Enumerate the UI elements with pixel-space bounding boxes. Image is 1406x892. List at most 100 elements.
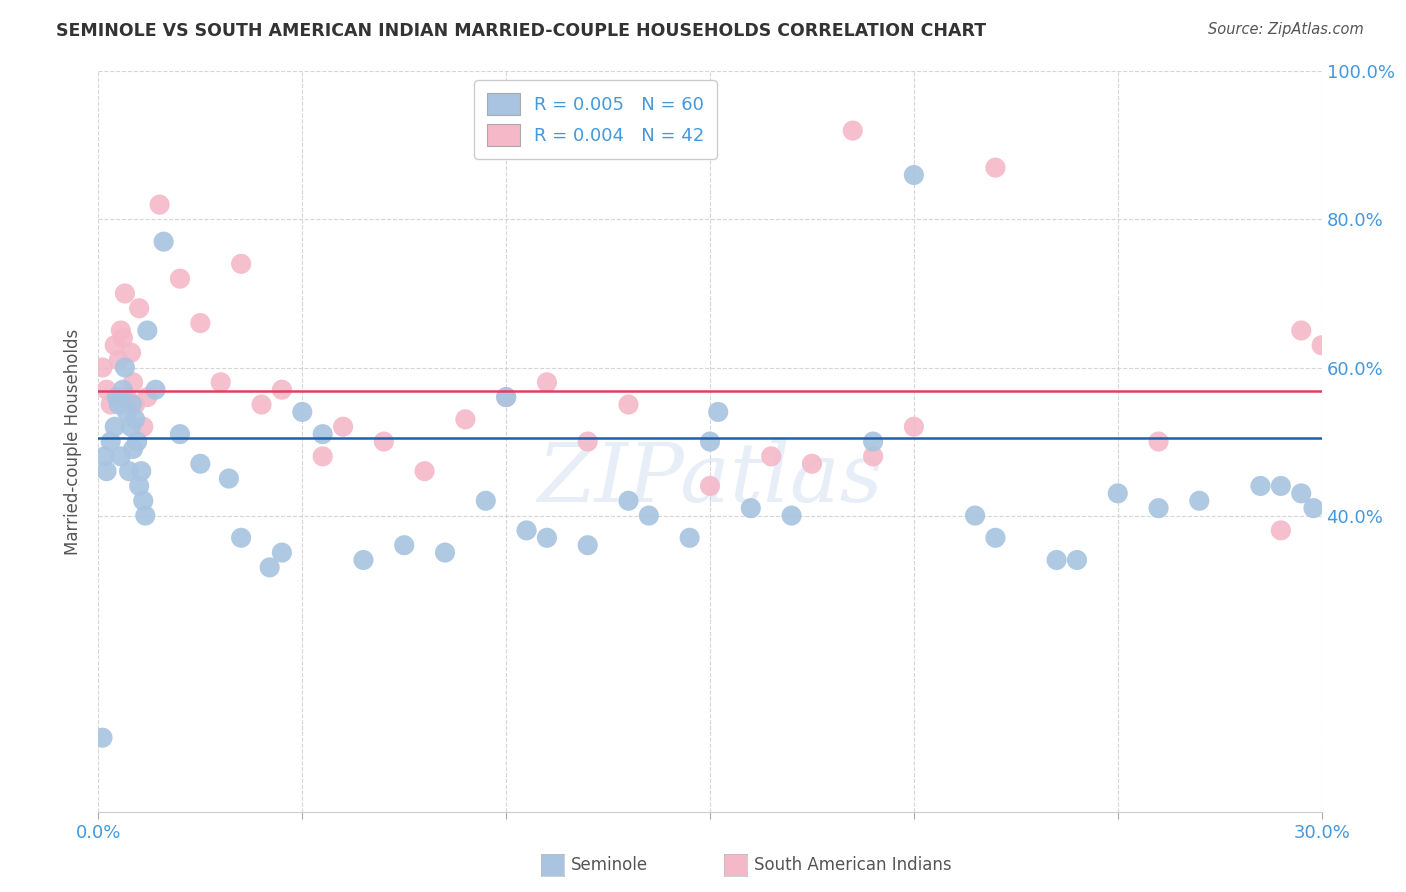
Point: [188, 316, 212, 330]
Point: [91, 360, 114, 375]
Point: [152, 235, 174, 249]
Point: [965, 508, 987, 523]
Point: [576, 538, 599, 552]
Point: [111, 331, 134, 345]
Point: [984, 531, 1007, 545]
Y-axis label: Married-couple Households: Married-couple Households: [63, 328, 82, 555]
Point: [104, 419, 127, 434]
Point: [516, 524, 538, 538]
Point: [114, 286, 136, 301]
Point: [169, 427, 191, 442]
Point: [1107, 486, 1129, 500]
Point: [122, 442, 145, 456]
Point: [707, 405, 730, 419]
Point: [312, 427, 335, 442]
Point: [576, 434, 599, 449]
Point: [114, 360, 136, 375]
Point: [984, 161, 1007, 175]
Text: ZIPatlas: ZIPatlas: [537, 439, 883, 518]
Point: [495, 390, 517, 404]
Point: [100, 398, 122, 412]
Point: [120, 419, 142, 434]
Point: [129, 464, 152, 478]
Point: [110, 450, 132, 464]
Point: [862, 450, 884, 464]
Point: [127, 434, 149, 449]
Point: [312, 450, 335, 464]
Point: [291, 405, 314, 419]
Point: [118, 464, 141, 478]
Point: [169, 271, 191, 285]
Point: [96, 383, 118, 397]
Point: [128, 479, 150, 493]
Point: [1270, 479, 1292, 493]
Point: [454, 412, 477, 426]
Point: [780, 508, 803, 523]
Point: [124, 412, 146, 426]
Point: [115, 405, 138, 419]
Point: [104, 338, 127, 352]
Point: [218, 471, 240, 485]
Point: [903, 419, 925, 434]
Point: [124, 398, 146, 412]
Text: SEMINOLE VS SOUTH AMERICAN INDIAN MARRIED-COUPLE HOUSEHOLDS CORRELATION CHART: SEMINOLE VS SOUTH AMERICAN INDIAN MARRIE…: [56, 22, 987, 40]
Point: [231, 257, 253, 271]
Point: [536, 531, 558, 545]
Point: [250, 398, 273, 412]
Point: [132, 419, 155, 434]
Point: [115, 390, 138, 404]
Point: [1249, 479, 1271, 493]
Point: [1147, 501, 1170, 516]
Legend: R = 0.005   N = 60, R = 0.004   N = 42: R = 0.005 N = 60, R = 0.004 N = 42: [474, 80, 717, 159]
Point: [1270, 524, 1292, 538]
Point: [136, 324, 159, 338]
Point: [122, 376, 145, 390]
Point: [373, 434, 395, 449]
Point: [392, 538, 416, 552]
Point: [132, 493, 155, 508]
Point: [759, 450, 782, 464]
Point: [93, 450, 115, 464]
Point: [801, 457, 824, 471]
Point: [120, 345, 142, 359]
Point: [1066, 553, 1088, 567]
Point: [259, 560, 281, 574]
Point: [433, 546, 456, 560]
Point: [96, 464, 118, 478]
Point: [1291, 486, 1313, 500]
Point: [637, 508, 661, 523]
Point: [121, 398, 143, 412]
Point: [862, 434, 884, 449]
Point: [1045, 553, 1069, 567]
Point: [108, 398, 131, 412]
Point: [679, 531, 702, 545]
Point: [270, 546, 294, 560]
Point: [474, 493, 498, 508]
Point: [188, 457, 212, 471]
Point: [145, 383, 167, 397]
Point: [105, 390, 128, 404]
Point: [903, 168, 925, 182]
Text: Source: ZipAtlas.com: Source: ZipAtlas.com: [1208, 22, 1364, 37]
Point: [495, 390, 517, 404]
Point: [699, 479, 721, 493]
Text: South American Indians: South American Indians: [754, 855, 952, 874]
Point: [134, 508, 156, 523]
Point: [231, 531, 253, 545]
Point: [111, 383, 134, 397]
Point: [740, 501, 762, 516]
Point: [332, 419, 354, 434]
Point: [352, 553, 374, 567]
Point: [699, 434, 721, 449]
Point: [270, 383, 294, 397]
Point: [536, 376, 558, 390]
Point: [841, 123, 863, 137]
Point: [209, 376, 232, 390]
Point: [100, 434, 122, 449]
Point: [128, 301, 150, 316]
Point: [1147, 434, 1170, 449]
Point: [1291, 324, 1313, 338]
Point: [149, 197, 172, 211]
Point: [1302, 501, 1324, 516]
Point: [91, 731, 114, 745]
